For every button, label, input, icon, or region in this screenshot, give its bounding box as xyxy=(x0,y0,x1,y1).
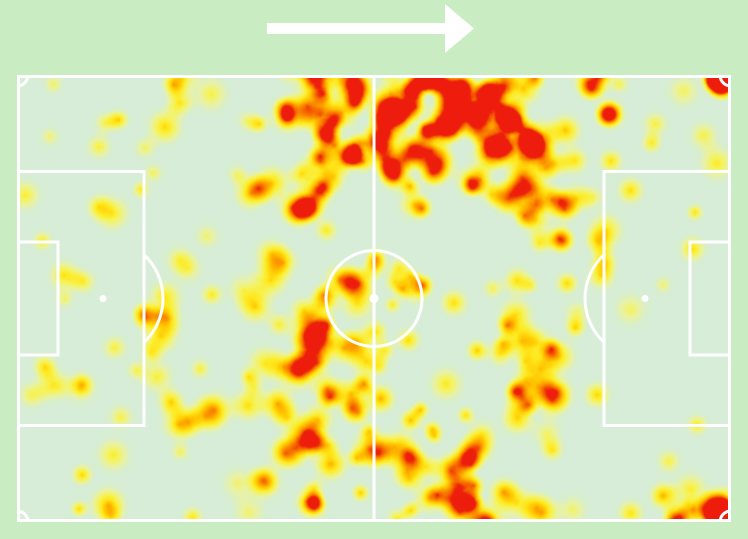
six-yard-box-left xyxy=(17,240,60,357)
six-yard-box-right xyxy=(688,240,731,357)
penalty-spot-left xyxy=(99,295,107,302)
penalty-arc-left xyxy=(142,253,165,344)
penalty-box-left xyxy=(17,170,146,427)
center-circle xyxy=(324,249,424,348)
attack-direction-arrow-shape xyxy=(267,4,474,53)
center-spot xyxy=(369,294,379,303)
attack-direction-arrow-icon xyxy=(267,4,474,53)
pitch-markings-svg xyxy=(17,75,731,522)
penalty-spot-right xyxy=(641,295,649,302)
penalty-box-right xyxy=(602,170,731,427)
penalty-arc-right xyxy=(583,253,606,344)
